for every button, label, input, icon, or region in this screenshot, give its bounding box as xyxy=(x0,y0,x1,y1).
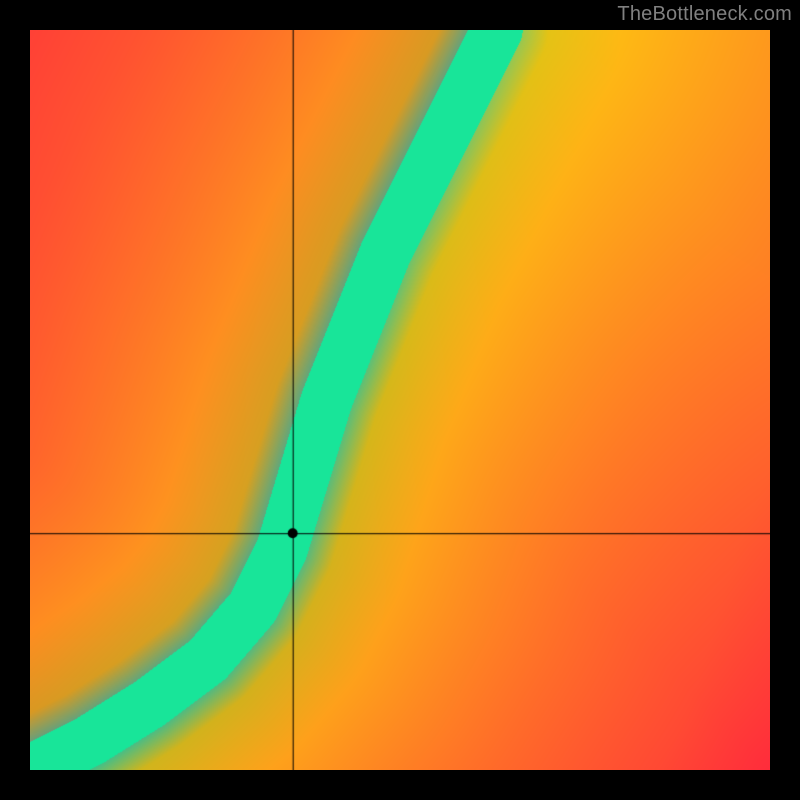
attribution-label: TheBottleneck.com xyxy=(617,3,792,26)
heatmap-plot xyxy=(30,30,770,770)
chart-container: TheBottleneck.com xyxy=(0,0,800,800)
heatmap-canvas xyxy=(30,30,770,770)
